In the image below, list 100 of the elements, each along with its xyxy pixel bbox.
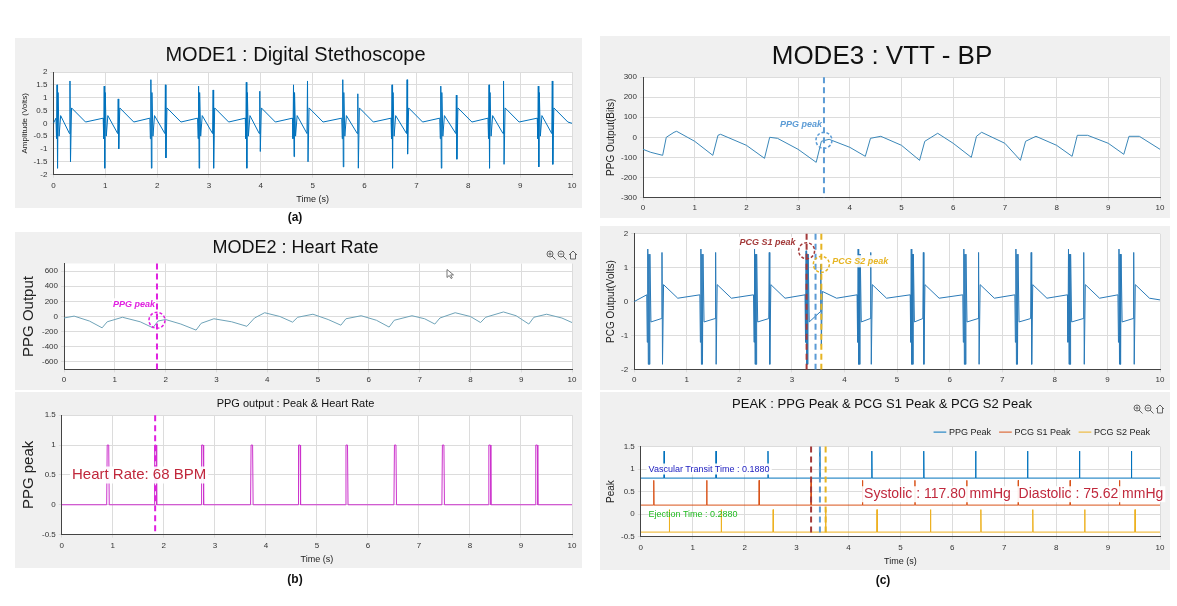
x-tick-label: 2 [737, 375, 743, 385]
y-tick-label: 100 [623, 112, 638, 122]
y-tick-label: 0 [623, 296, 629, 306]
y-tick-label: 300 [623, 72, 638, 82]
y-tick-label: 0 [42, 118, 48, 128]
x-tick-label: 4 [846, 542, 852, 552]
x-tick-label: 2 [154, 180, 160, 190]
x-tick-label: 8 [467, 540, 473, 550]
annotation: PCG S2 peak [832, 255, 890, 266]
x-tick-label: 8 [466, 180, 472, 190]
x-tick-label: 7 [414, 180, 420, 190]
y-tick-label: 1 [630, 464, 636, 474]
x-tick-label: 7 [416, 540, 422, 550]
x-tick-label: 10 [567, 540, 577, 550]
x-tick-label: 2 [161, 540, 167, 550]
x-tick-label: 8 [1052, 375, 1058, 385]
legend-label: PCG S1 Peak [1014, 426, 1071, 437]
annotation: PCG S1 peak [739, 237, 797, 248]
x-tick-label: 0 [61, 375, 67, 385]
x-tick-label: 9 [518, 375, 524, 385]
x-tick-label: 1 [110, 540, 116, 550]
x-tick-label: 5 [899, 203, 905, 213]
text: (b) [287, 572, 303, 586]
x-tick-label: 5 [310, 180, 316, 190]
y-axis-title: PPG peak [19, 440, 37, 510]
y-tick-label: 400 [44, 281, 59, 291]
x-tick-label: 5 [314, 540, 320, 550]
y-tick-label: 0.5 [36, 105, 48, 115]
y-tick-label: 1.5 [623, 441, 636, 451]
x-tick-label: 9 [517, 180, 523, 190]
y-tick-label: -300 [621, 192, 638, 202]
x-tick-label: 8 [1053, 542, 1059, 552]
x-tick-label: 5 [315, 375, 321, 385]
y-tick-label: 0 [51, 499, 57, 509]
x-tick-label: 2 [744, 203, 750, 213]
y-tick-label: -1 [620, 330, 629, 340]
y-tick-label: 0.5 [623, 486, 636, 496]
x-tick-label: 7 [1002, 542, 1008, 552]
x-tick-label: 4 [842, 375, 848, 385]
legend-label: PPG Peak [948, 426, 992, 437]
annotation: PPG peak [112, 298, 156, 309]
y-tick-label: 0 [632, 132, 638, 142]
x-tick-label: 0 [640, 203, 646, 213]
annotation: PPG peak [779, 118, 823, 129]
y-tick-label: -200 [621, 172, 638, 182]
y-tick-label: 1.5 [36, 80, 48, 90]
y-tick-label: 0 [630, 509, 636, 519]
x-tick-label: 1 [103, 180, 109, 190]
x-tick-label: 1 [684, 375, 690, 385]
x-tick-label: 6 [950, 542, 956, 552]
x-tick-label: 6 [362, 180, 368, 190]
x-tick-label: 3 [214, 375, 220, 385]
y-tick-label: 0.5 [44, 470, 57, 480]
y-tick-label: -200 [42, 326, 59, 336]
y-axis-title: Peak [604, 479, 616, 503]
x-tick-label: 9 [1105, 375, 1111, 385]
x-tick-label: 3 [795, 203, 801, 213]
y-tick-label: -2 [40, 169, 48, 179]
chart-title: PEAK : PPG Peak & PCG S1 Peak & PCG S2 Peak [732, 396, 1033, 412]
y-tick-label: -400 [42, 341, 59, 351]
y-tick-label: 1 [51, 440, 57, 450]
y-tick-label: 200 [623, 92, 638, 102]
x-tick-label: 6 [947, 375, 953, 385]
annotation: Systolic : 117.80 mmHg Diastolic : 75.62 mmHg [864, 485, 1164, 502]
x-tick-label: 5 [894, 375, 900, 385]
x-tick-label: 3 [794, 542, 800, 552]
chart-title: MODE2 : Heart Rate [212, 236, 379, 257]
x-tick-label: 6 [366, 375, 372, 385]
x-tick-label: 6 [365, 540, 371, 550]
chart-title: MODE1 : Digital Stethoscope [165, 42, 426, 65]
x-tick-label: 9 [1106, 203, 1112, 213]
annotation: Heart Rate: 68 BPM [71, 465, 207, 483]
x-tick-label: 1 [692, 203, 698, 213]
y-axis-title: PCG Output(Volts) [604, 260, 616, 344]
y-axis-title: PPG Output(Bits) [604, 98, 616, 176]
x-tick-label: 10 [567, 180, 577, 190]
x-axis-title: Time (s) [296, 194, 330, 205]
x-tick-label: 1 [690, 542, 696, 552]
x-tick-label: 4 [847, 203, 853, 213]
y-tick-label: 2 [42, 67, 48, 77]
x-tick-label: 8 [1054, 203, 1060, 213]
y-tick-label: 1 [42, 92, 48, 102]
x-tick-label: 2 [742, 542, 748, 552]
y-tick-label: -100 [621, 152, 638, 162]
y-tick-label: 2 [623, 229, 629, 238]
x-tick-label: 10 [1155, 375, 1165, 385]
text: (a) [287, 210, 303, 224]
y-tick-label: 200 [44, 296, 59, 306]
x-tick-label: 3 [206, 180, 212, 190]
x-tick-label: 3 [789, 375, 795, 385]
x-axis-title: Time (s) [884, 556, 917, 567]
x-tick-label: 8 [468, 375, 474, 385]
y-tick-label: -1.5 [33, 156, 48, 166]
x-tick-label: 6 [950, 203, 956, 213]
y-axis-title: Amplitude (Volts) [20, 92, 29, 154]
y-tick-label: 1.5 [44, 410, 57, 420]
x-tick-label: 7 [1002, 203, 1008, 213]
y-tick-label: -0.5 [33, 131, 48, 141]
chart-title: MODE3 : VTT - BP [771, 39, 993, 70]
y-tick-label: -1 [40, 144, 48, 154]
